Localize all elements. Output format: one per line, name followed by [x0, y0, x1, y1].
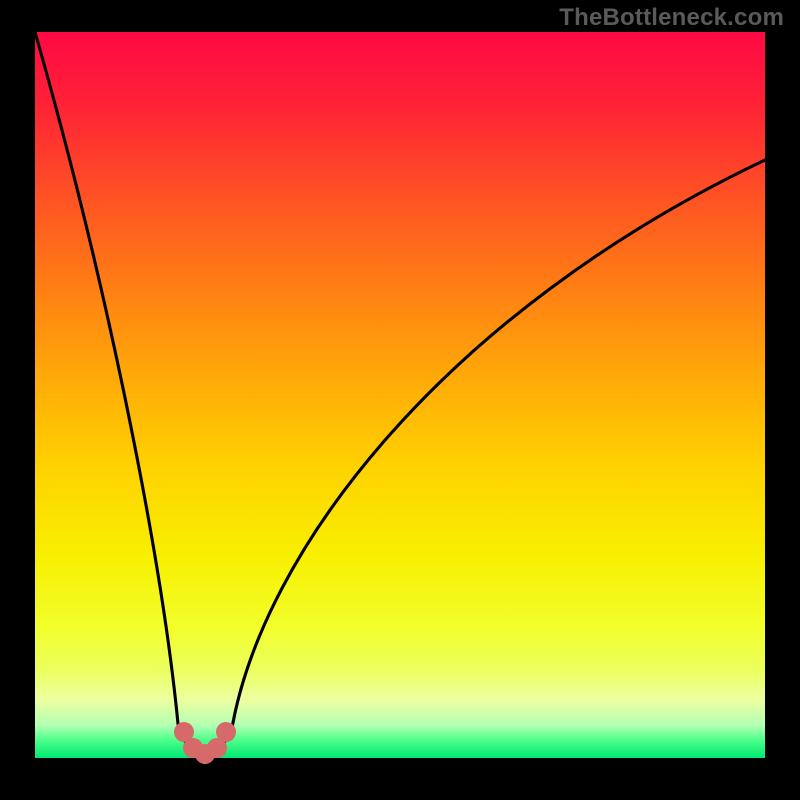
gradient-plot-area: [35, 32, 765, 758]
chart-container: TheBottleneck.com: [0, 0, 800, 800]
watermark-text: TheBottleneck.com: [559, 4, 784, 32]
